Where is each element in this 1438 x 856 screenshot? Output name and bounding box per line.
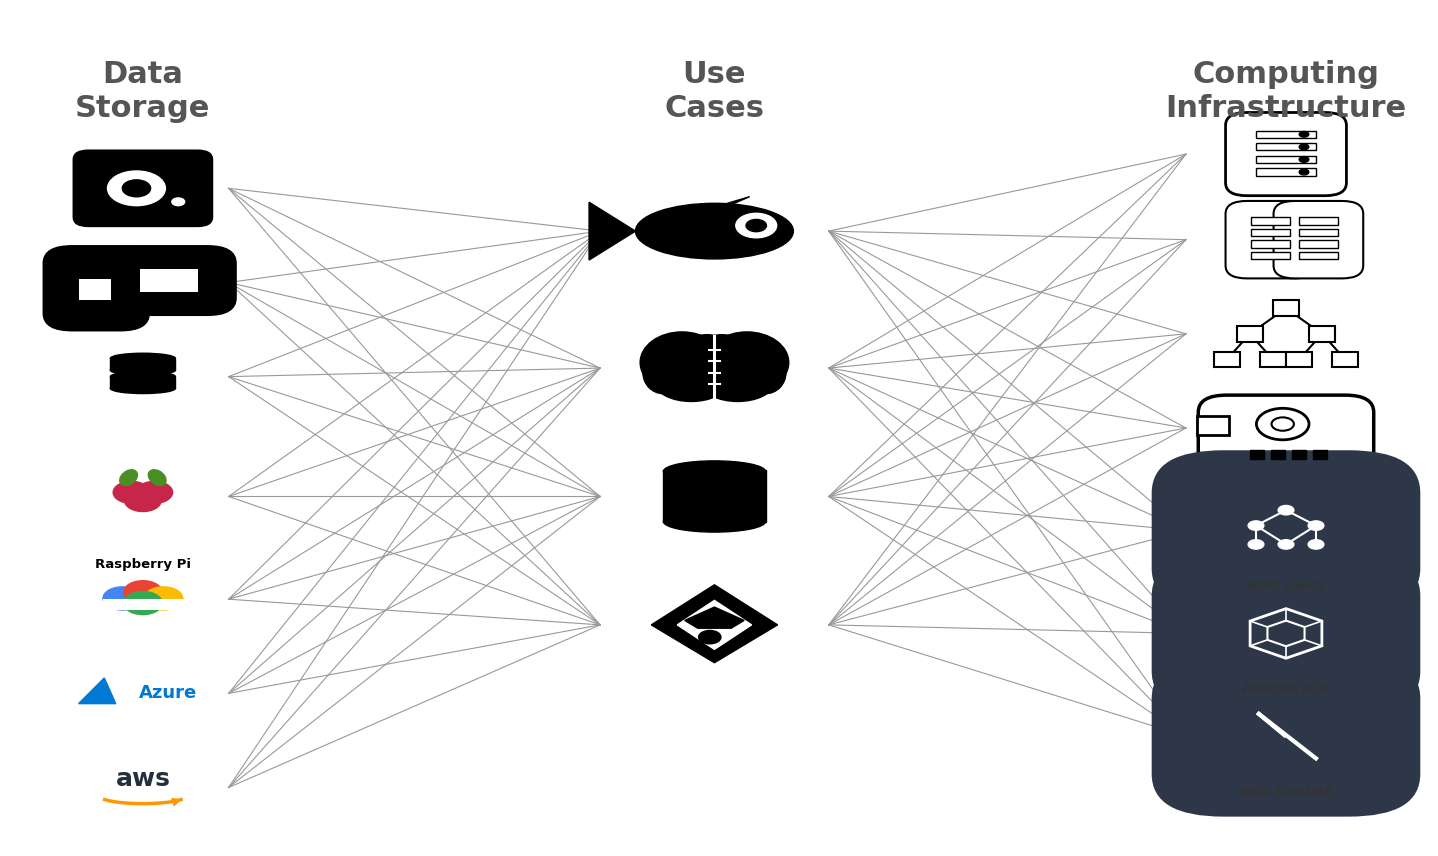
Text: AWS Batch: AWS Batch bbox=[1248, 580, 1324, 593]
Circle shape bbox=[171, 198, 184, 205]
Bar bbox=[1251, 252, 1290, 259]
Bar bbox=[1332, 352, 1359, 367]
Ellipse shape bbox=[111, 354, 175, 364]
Bar bbox=[1255, 169, 1316, 175]
Polygon shape bbox=[590, 202, 636, 260]
FancyBboxPatch shape bbox=[1152, 450, 1421, 611]
Ellipse shape bbox=[663, 461, 765, 482]
Polygon shape bbox=[705, 197, 749, 210]
Ellipse shape bbox=[111, 372, 175, 382]
Bar bbox=[79, 279, 111, 300]
Ellipse shape bbox=[640, 332, 723, 393]
Circle shape bbox=[1257, 408, 1309, 440]
Circle shape bbox=[1248, 540, 1264, 550]
Ellipse shape bbox=[119, 470, 138, 485]
Bar bbox=[142, 306, 188, 310]
Polygon shape bbox=[684, 607, 743, 628]
Bar bbox=[1271, 450, 1286, 459]
Bar bbox=[139, 269, 197, 292]
Bar bbox=[1291, 450, 1306, 459]
Bar bbox=[1250, 450, 1264, 459]
Circle shape bbox=[746, 219, 766, 232]
Ellipse shape bbox=[702, 366, 774, 401]
FancyBboxPatch shape bbox=[1152, 553, 1421, 714]
Circle shape bbox=[1248, 520, 1264, 531]
Circle shape bbox=[125, 490, 161, 512]
Bar bbox=[160, 296, 171, 307]
Bar bbox=[104, 599, 183, 610]
Bar bbox=[1214, 352, 1240, 367]
Bar bbox=[663, 470, 765, 521]
Text: Computing
Infrastructure: Computing Infrastructure bbox=[1165, 60, 1406, 122]
Circle shape bbox=[104, 587, 141, 610]
Ellipse shape bbox=[643, 352, 684, 394]
FancyBboxPatch shape bbox=[1152, 656, 1421, 817]
Polygon shape bbox=[651, 585, 778, 663]
Text: Azure: Azure bbox=[138, 684, 197, 703]
Ellipse shape bbox=[705, 332, 789, 393]
Text: Raspberry Pi: Raspberry Pi bbox=[95, 558, 191, 571]
Bar bbox=[1198, 416, 1229, 435]
Circle shape bbox=[122, 180, 151, 197]
Circle shape bbox=[137, 481, 173, 503]
Bar bbox=[111, 359, 175, 370]
Bar bbox=[1313, 450, 1327, 459]
Ellipse shape bbox=[663, 511, 765, 532]
FancyBboxPatch shape bbox=[1198, 395, 1373, 469]
Text: Data
Storage: Data Storage bbox=[75, 60, 210, 122]
Bar bbox=[1255, 156, 1316, 163]
Text: Use
Cases: Use Cases bbox=[664, 60, 765, 122]
Bar bbox=[1299, 252, 1339, 259]
Bar bbox=[1299, 229, 1339, 236]
Text: AWS Lambda: AWS Lambda bbox=[1240, 786, 1332, 799]
Polygon shape bbox=[79, 678, 115, 704]
Bar bbox=[1299, 217, 1339, 224]
Bar bbox=[1309, 326, 1336, 342]
FancyBboxPatch shape bbox=[1225, 201, 1316, 278]
Circle shape bbox=[108, 171, 165, 205]
Ellipse shape bbox=[745, 352, 787, 394]
Circle shape bbox=[736, 213, 777, 238]
Bar bbox=[1273, 300, 1299, 316]
Ellipse shape bbox=[656, 366, 726, 401]
Bar bbox=[1286, 352, 1313, 367]
Text: aws: aws bbox=[115, 767, 170, 791]
Circle shape bbox=[1278, 540, 1294, 550]
FancyBboxPatch shape bbox=[1225, 112, 1346, 196]
Bar bbox=[1237, 326, 1263, 342]
Circle shape bbox=[1299, 157, 1309, 163]
Circle shape bbox=[124, 580, 162, 603]
Circle shape bbox=[124, 591, 162, 615]
Circle shape bbox=[1299, 169, 1309, 175]
Circle shape bbox=[114, 481, 150, 503]
Bar bbox=[1299, 241, 1339, 247]
Circle shape bbox=[1271, 418, 1294, 431]
Bar bbox=[1255, 131, 1316, 138]
Ellipse shape bbox=[148, 470, 165, 485]
Bar bbox=[1251, 241, 1290, 247]
Circle shape bbox=[699, 630, 720, 644]
Ellipse shape bbox=[682, 335, 733, 371]
Circle shape bbox=[1309, 540, 1324, 550]
FancyBboxPatch shape bbox=[102, 247, 236, 315]
Circle shape bbox=[1309, 520, 1324, 531]
Circle shape bbox=[1299, 132, 1309, 137]
Ellipse shape bbox=[696, 335, 748, 371]
FancyBboxPatch shape bbox=[43, 247, 150, 330]
Ellipse shape bbox=[636, 204, 794, 259]
Ellipse shape bbox=[111, 383, 175, 394]
Circle shape bbox=[144, 587, 183, 610]
FancyBboxPatch shape bbox=[73, 151, 211, 226]
Ellipse shape bbox=[111, 365, 175, 375]
Bar bbox=[1255, 143, 1316, 151]
Bar bbox=[111, 377, 175, 389]
Polygon shape bbox=[677, 600, 752, 650]
FancyBboxPatch shape bbox=[1274, 201, 1363, 278]
Circle shape bbox=[1299, 144, 1309, 150]
Bar bbox=[1251, 217, 1290, 224]
Text: Amazon ECS: Amazon ECS bbox=[1242, 683, 1330, 696]
Bar bbox=[1260, 352, 1286, 367]
Circle shape bbox=[1278, 505, 1294, 515]
Bar bbox=[1251, 229, 1290, 236]
